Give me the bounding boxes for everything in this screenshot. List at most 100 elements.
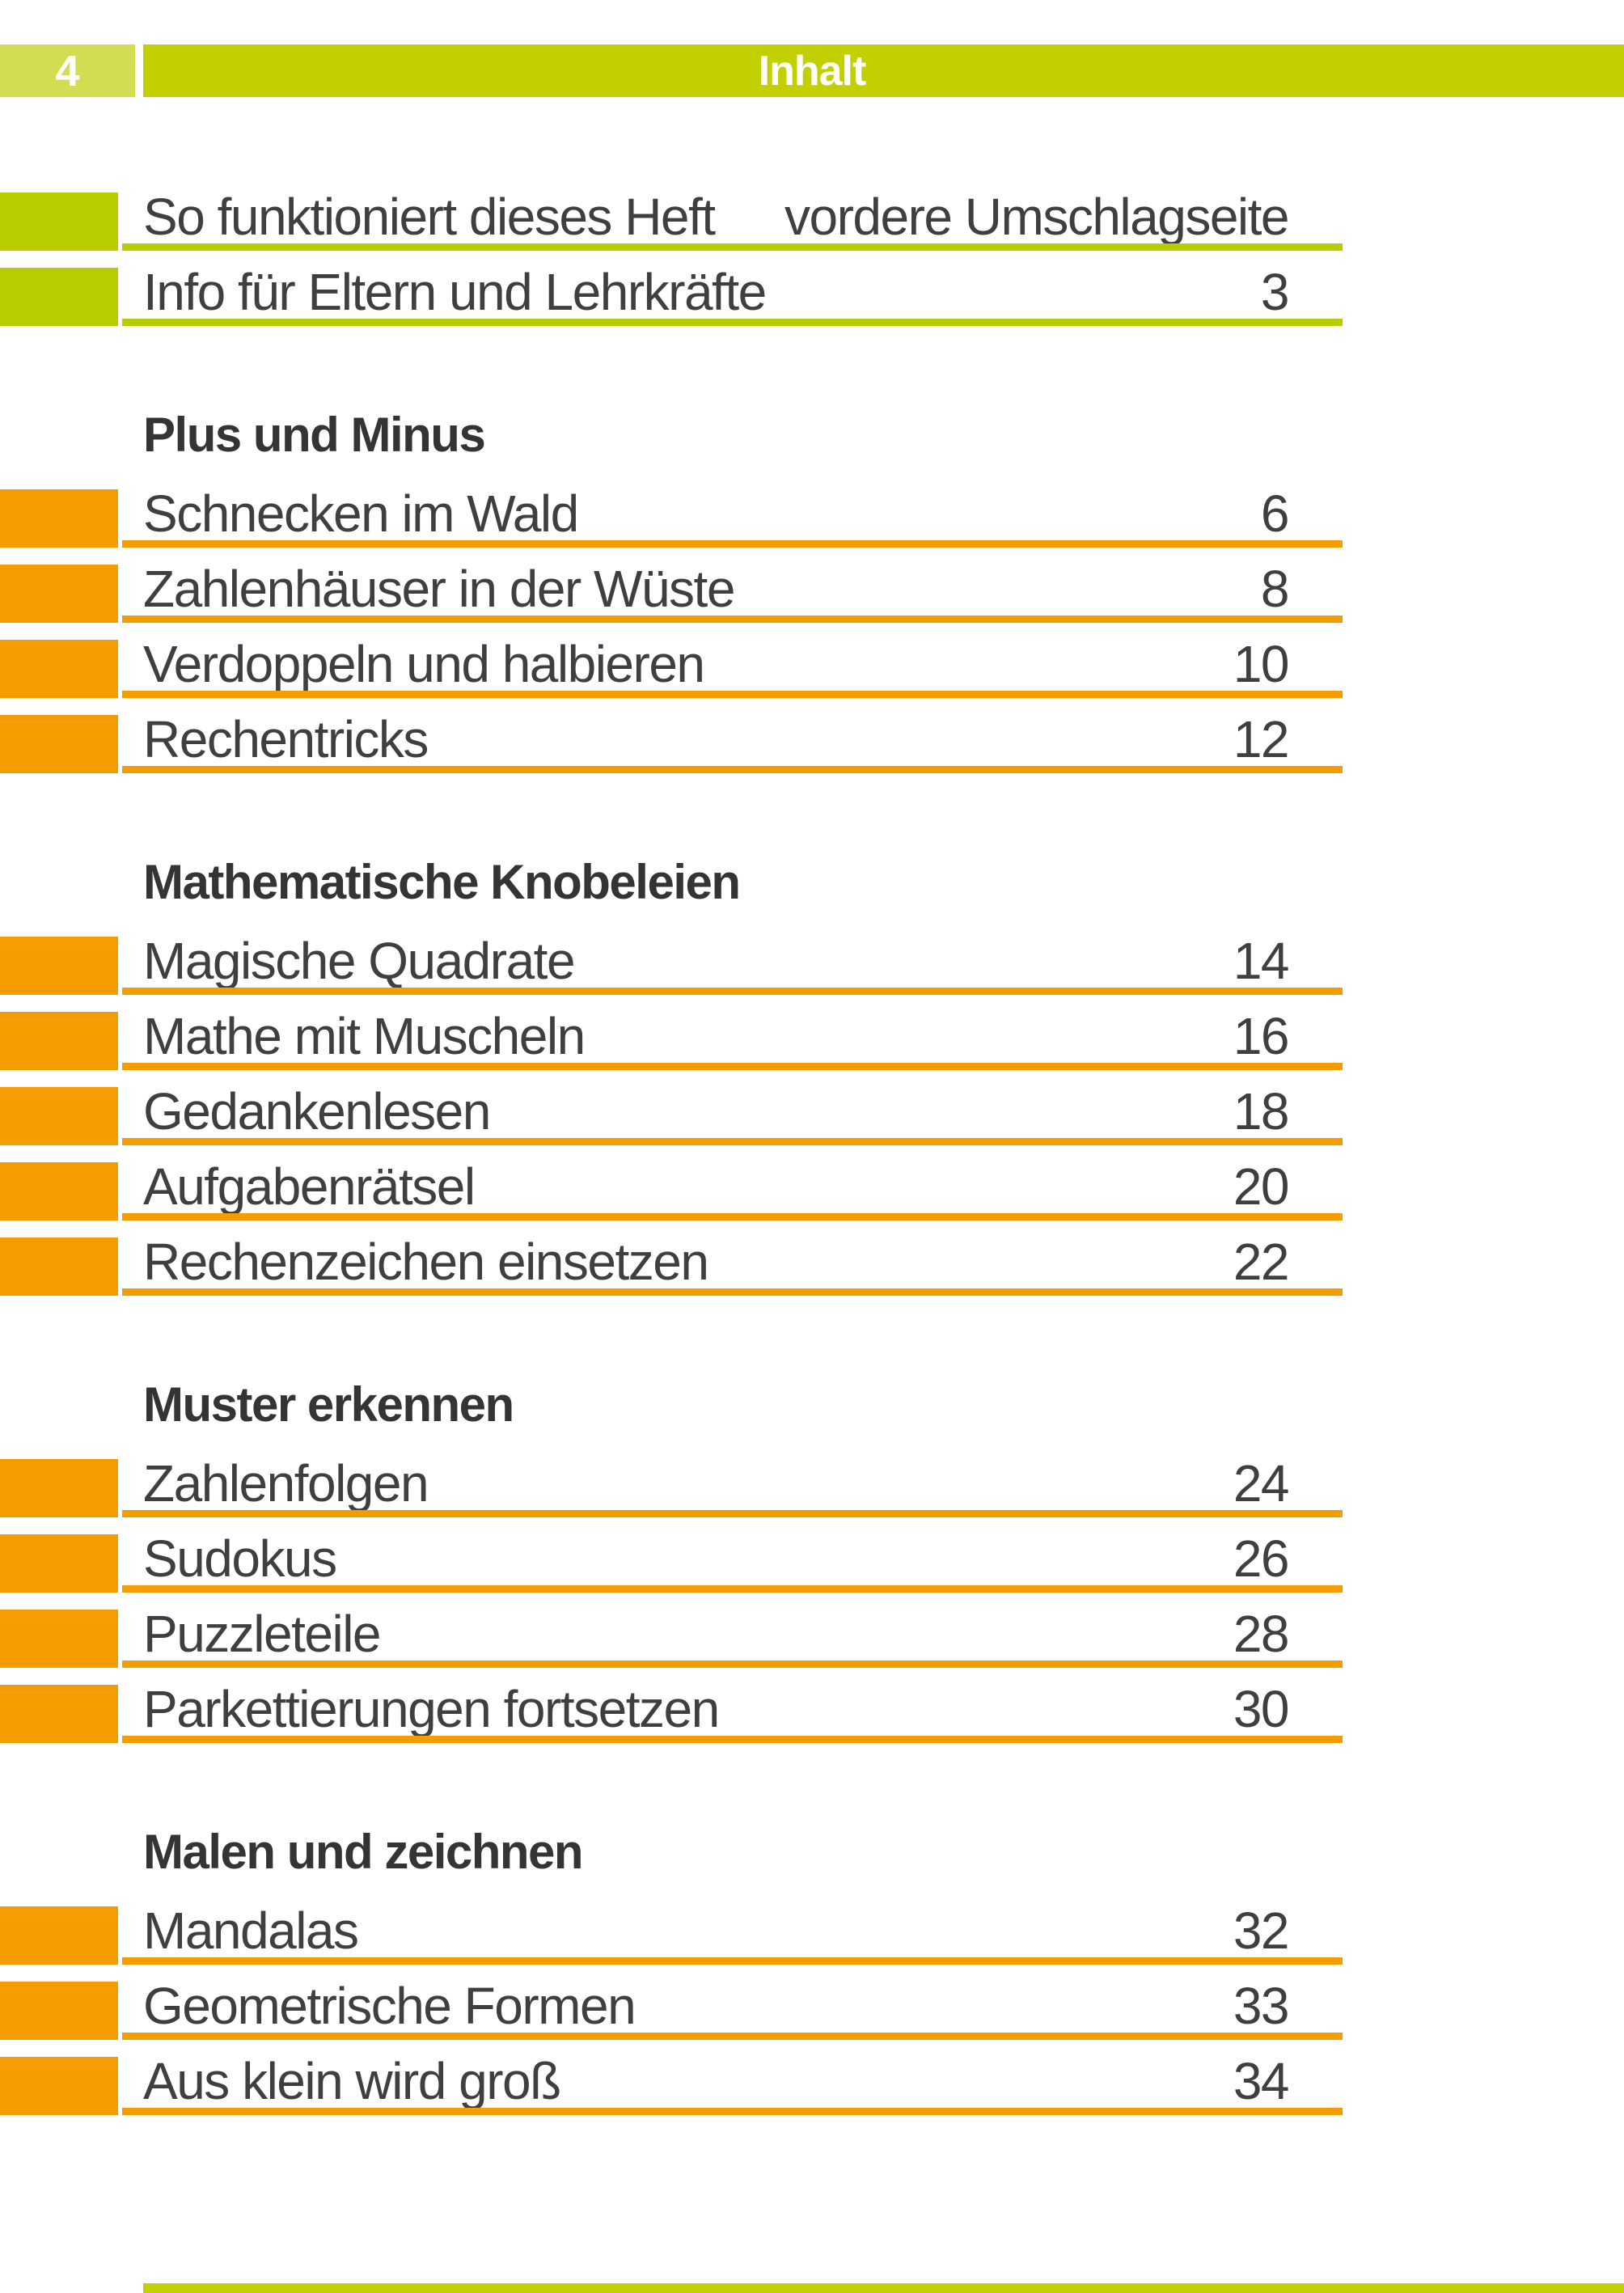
row-underline — [122, 1736, 1343, 1743]
header-bar — [143, 44, 1624, 97]
row-bullet-icon — [0, 1459, 118, 1517]
toc-row: So funktioniert dieses Heft vordere Umsc… — [0, 176, 1624, 251]
row-title: Info für Eltern und Lehrkräfte — [143, 263, 767, 321]
row-title: So funktioniert dieses Heft — [143, 188, 716, 246]
row-page-ref: 30 — [1233, 1680, 1290, 1738]
row-title: Zahlenhäuser in der Wüste — [143, 560, 735, 618]
row-title: Aus klein wird groß — [143, 2052, 561, 2110]
row-page-ref: 12 — [1233, 710, 1290, 768]
row-underline — [122, 243, 1343, 251]
row-bullet-icon — [0, 640, 118, 698]
row-underline — [122, 616, 1343, 623]
toc-sections: Plus und Minus Schnecken im Wald 6 Zahle… — [0, 397, 1624, 2115]
row-title: Mathe mit Muscheln — [143, 1007, 586, 1065]
row-bullet-icon — [0, 489, 118, 548]
row-bullet-icon — [0, 715, 118, 773]
row-page-ref: 28 — [1233, 1605, 1290, 1663]
row-page-ref: 20 — [1233, 1157, 1290, 1216]
toc-row: Zahlenfolgen 24 — [0, 1442, 1624, 1517]
toc-row: Rechentricks 12 — [0, 698, 1624, 773]
row-bullet-icon — [0, 1982, 118, 2040]
row-underline — [122, 1661, 1343, 1668]
row-underline — [122, 1585, 1343, 1593]
row-page-ref: 22 — [1233, 1233, 1290, 1291]
row-title: Puzzleteile — [143, 1605, 382, 1663]
toc-row: Info für Eltern und Lehrkräfte 3 — [0, 251, 1624, 326]
row-underline — [122, 988, 1343, 995]
row-bullet-icon — [0, 1237, 118, 1296]
row-underline — [122, 1288, 1343, 1296]
row-title: Schnecken im Wald — [143, 484, 579, 543]
row-page-ref: 33 — [1233, 1977, 1290, 2035]
section-heading: Malen und zeichnen — [143, 1825, 584, 1879]
toc-row: Schnecken im Wald 6 — [0, 472, 1624, 548]
toc-row: Zahlenhäuser in der Wüste 8 — [0, 548, 1624, 623]
row-page-ref: 3 — [1260, 263, 1290, 321]
toc-row: Magische Quadrate 14 — [0, 920, 1624, 995]
row-underline — [122, 1957, 1343, 1965]
toc-row: Sudokus 26 — [0, 1517, 1624, 1593]
page-number-box: 4 — [0, 44, 135, 97]
row-title: Mandalas — [143, 1902, 359, 1960]
row-page-ref: 34 — [1233, 2052, 1290, 2110]
row-bullet-icon — [0, 1162, 118, 1221]
toc-row: Mathe mit Muscheln 16 — [0, 995, 1624, 1070]
toc-row: Parkettierungen fortsetzen 30 — [0, 1668, 1624, 1743]
row-underline — [122, 691, 1343, 698]
row-title: Sudokus — [143, 1529, 337, 1588]
row-bullet-icon — [0, 1906, 118, 1965]
row-underline — [122, 766, 1343, 773]
section-heading: Muster erkennen — [143, 1377, 514, 1432]
row-bullet-icon — [0, 268, 118, 326]
row-title: Verdoppeln und halbieren — [143, 635, 705, 693]
row-bullet-icon — [0, 1610, 118, 1668]
bottom-edge-line — [143, 2283, 1624, 2293]
row-bullet-icon — [0, 1012, 118, 1070]
row-underline — [122, 319, 1343, 326]
row-underline — [122, 2108, 1343, 2115]
section-heading: Mathematische Knobeleien — [143, 855, 741, 909]
row-title: Zahlenfolgen — [143, 1454, 429, 1512]
page-number: 4 — [55, 46, 80, 95]
row-title: Magische Quadrate — [143, 932, 576, 990]
toc-intro-group: So funktioniert dieses Heft vordere Umsc… — [0, 176, 1624, 326]
row-page-ref: 24 — [1233, 1454, 1290, 1512]
row-bullet-icon — [0, 565, 118, 623]
row-page-ref: 10 — [1233, 635, 1290, 693]
row-underline — [122, 1510, 1343, 1517]
toc-row: Geometrische Formen 33 — [0, 1965, 1624, 2040]
row-bullet-icon — [0, 937, 118, 995]
row-underline — [122, 1213, 1343, 1221]
row-title: Aufgabenrätsel — [143, 1157, 476, 1216]
section-heading: Plus und Minus — [143, 408, 486, 462]
row-bullet-icon — [0, 1534, 118, 1593]
row-underline — [122, 540, 1343, 548]
row-bullet-icon — [0, 192, 118, 251]
toc-row: Aufgabenrätsel 20 — [0, 1145, 1624, 1221]
row-page-ref: 8 — [1260, 560, 1290, 618]
row-title: Rechenzeichen einsetzen — [143, 1233, 709, 1291]
toc-row: Mandalas 32 — [0, 1889, 1624, 1965]
toc-row: Gedankenlesen 18 — [0, 1070, 1624, 1145]
row-page-ref: 14 — [1233, 932, 1290, 990]
row-title: Geometrische Formen — [143, 1977, 636, 2035]
row-bullet-icon — [0, 2057, 118, 2115]
row-bullet-icon — [0, 1685, 118, 1743]
row-page-ref: 32 — [1233, 1902, 1290, 1960]
row-title: Parkettierungen fortsetzen — [143, 1680, 720, 1738]
row-underline — [122, 2033, 1343, 2040]
row-page-ref: 6 — [1260, 484, 1290, 543]
row-page-ref: 26 — [1233, 1529, 1290, 1588]
row-title: Gedankenlesen — [143, 1082, 491, 1140]
table-of-contents: So funktioniert dieses Heft vordere Umsc… — [0, 97, 1624, 2115]
row-page-ref: vordere Umschlagseite — [785, 188, 1290, 246]
toc-row: Verdoppeln und halbieren 10 — [0, 623, 1624, 698]
toc-row: Aus klein wird groß 34 — [0, 2040, 1624, 2115]
row-title: Rechentricks — [143, 710, 429, 768]
row-underline — [122, 1138, 1343, 1145]
page-header: 4 Inhalt — [0, 44, 1624, 97]
row-underline — [122, 1063, 1343, 1070]
page-title: Inhalt — [758, 47, 867, 95]
row-page-ref: 18 — [1233, 1082, 1290, 1140]
